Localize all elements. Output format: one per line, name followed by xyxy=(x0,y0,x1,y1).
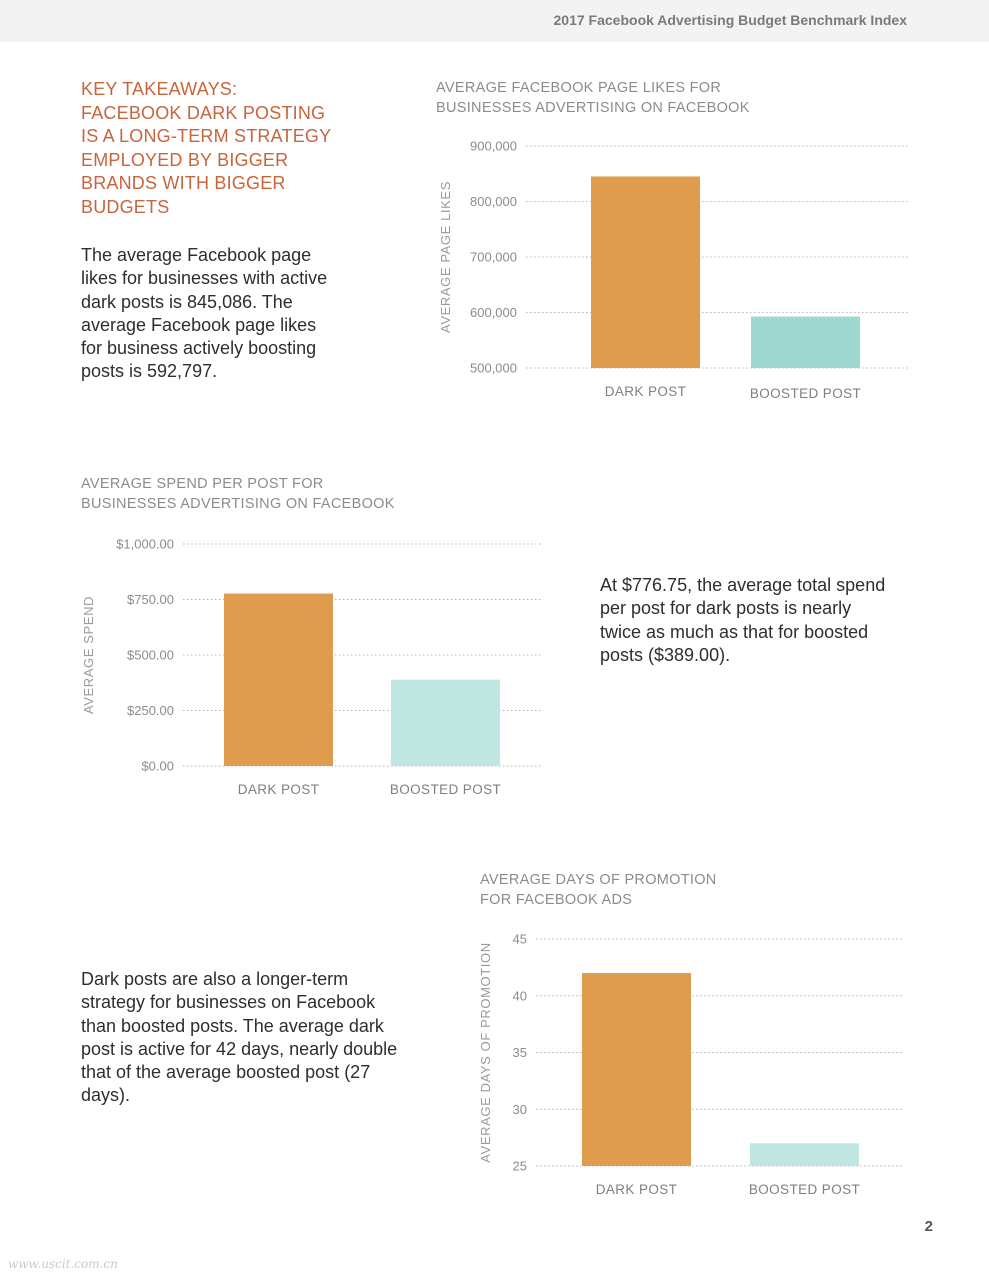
x-category-label: BOOSTED POST xyxy=(390,782,501,797)
y-tick-label: $500.00 xyxy=(127,648,174,663)
y-tick-label: 800,000 xyxy=(470,194,517,209)
y-tick-label: 35 xyxy=(513,1045,527,1060)
chart-title-line: AVERAGE FACEBOOK PAGE LIKES FOR xyxy=(436,80,722,96)
y-tick-label: 500,000 xyxy=(470,361,517,376)
bar-boosted-post xyxy=(750,1143,859,1166)
heading-line: IS A LONG-TERM STRATEGY xyxy=(81,126,332,146)
bar-dark-post xyxy=(224,593,333,766)
spend-chart-svg: $0.00 $250.00 $500.00 $750.00 $1,000.00 DARK … xyxy=(81,537,543,797)
paragraph-line: At $776.75, the average total spend xyxy=(600,575,886,595)
y-axis-title: AVERAGE SPEND xyxy=(81,596,96,714)
y-tick-label: $0.00 xyxy=(141,759,174,774)
y-tick-label: 700,000 xyxy=(470,250,517,265)
y-tick-label: 900,000 xyxy=(470,139,517,154)
paragraph-line: for business actively boosting xyxy=(81,338,317,359)
y-tick-label: 45 xyxy=(513,932,527,947)
days-paragraph: Dark posts are also a longer-term strate… xyxy=(81,968,441,1108)
paragraph-line: twice as much as that for boosted xyxy=(600,621,869,642)
days-chart: 25 30 35 40 45 DARK POST BOOSTED POST AVERAGE D… xyxy=(474,922,914,1212)
y-tick-label: 600,000 xyxy=(470,305,517,320)
page-likes-chart: 500,000 600,000 700,000 800,000 900,000 DARK … xyxy=(430,130,920,410)
key-takeaways-heading: KEY TAKEAWAYS: FACEBOOK DARK POSTING IS … xyxy=(81,78,371,219)
heading-line: BRANDS WITH BIGGER xyxy=(81,173,286,193)
paragraph-line: per post for dark posts is nearly xyxy=(600,598,852,619)
chart-title-line: AVERAGE SPEND PER POST FOR xyxy=(81,476,324,492)
chart-title-page-likes: AVERAGE FACEBOOK PAGE LIKES FOR BUSINESS… xyxy=(436,79,750,118)
spend-paragraph: At $776.75, the average total spend per … xyxy=(600,574,920,667)
chart-title-line: BUSINESSES ADVERTISING ON FACEBOOK xyxy=(436,99,750,116)
bar-dark-post xyxy=(591,176,700,368)
y-tick-label: 30 xyxy=(513,1102,527,1117)
chart-title-line: FOR FACEBOOK ADS xyxy=(480,891,633,908)
paragraph-line: strategy for businesses on Facebook xyxy=(81,992,376,1013)
y-tick-label: $250.00 xyxy=(127,703,174,718)
paragraph-line: that of the average boosted post (27 xyxy=(81,1062,371,1083)
paragraph-line: average Facebook page likes xyxy=(81,314,317,335)
chart-title-days: AVERAGE DAYS OF PROMOTION FOR FACEBOOK A… xyxy=(480,871,717,910)
report-title: 2017 Facebook Advertising Budget Benchma… xyxy=(553,12,907,28)
page-likes-chart-svg: 500,000 600,000 700,000 800,000 900,000 DARK … xyxy=(438,139,910,401)
y-tick-label: $750.00 xyxy=(127,592,174,607)
heading-line: EMPLOYED BY BIGGER xyxy=(81,149,289,170)
y-tick-label: $1,000.00 xyxy=(116,537,174,552)
paragraph-line: post is active for 42 days, nearly doubl… xyxy=(81,1038,398,1059)
paragraph-line: likes for businesses with active xyxy=(81,268,328,289)
paragraph-line: posts is 592,797. xyxy=(81,361,218,382)
x-category-label: BOOSTED POST xyxy=(749,1182,860,1197)
y-axis-title: AVERAGE PAGE LIKES xyxy=(438,181,453,333)
chart-title-line: AVERAGE DAYS OF PROMOTION xyxy=(480,872,717,888)
paragraph-line: The average Facebook page xyxy=(81,245,312,265)
paragraph-line: posts ($389.00). xyxy=(600,644,731,665)
watermark: www.uscit.com.cn xyxy=(8,1257,118,1271)
paragraph-line: Dark posts are also a longer-term xyxy=(81,969,349,989)
y-tick-label: 40 xyxy=(513,988,527,1003)
heading-line: BUDGETS xyxy=(81,196,170,217)
x-category-label: DARK POST xyxy=(596,1182,678,1197)
page-header: 2017 Facebook Advertising Budget Benchma… xyxy=(0,0,989,42)
x-category-label: DARK POST xyxy=(605,384,687,399)
bar-dark-post xyxy=(582,973,691,1166)
days-chart-svg: 25 30 35 40 45 DARK POST BOOSTED POST AVERAGE D… xyxy=(478,932,902,1197)
spend-chart: $0.00 $250.00 $500.00 $750.00 $1,000.00 DARK … xyxy=(75,526,555,811)
paragraph-line: than boosted posts. The average dark xyxy=(81,1015,384,1036)
chart-title-spend: AVERAGE SPEND PER POST FOR BUSINESSES AD… xyxy=(81,475,395,514)
bar-boosted-post xyxy=(751,316,860,368)
x-category-label: DARK POST xyxy=(238,782,320,797)
chart-title-line: BUSINESSES ADVERTISING ON FACEBOOK xyxy=(81,495,395,512)
y-axis-title: AVERAGE DAYS OF PROMOTION xyxy=(478,942,493,1162)
heading-line: FACEBOOK DARK POSTING xyxy=(81,102,326,123)
paragraph-line: dark posts is 845,086. The xyxy=(81,291,293,312)
page-likes-paragraph: The average Facebook page likes for busi… xyxy=(81,244,381,384)
page-number: 2 xyxy=(924,1218,933,1235)
x-category-label: BOOSTED POST xyxy=(750,386,861,401)
paragraph-line: days). xyxy=(81,1085,131,1106)
heading-line: KEY TAKEAWAYS: xyxy=(81,79,238,99)
bar-boosted-post xyxy=(391,679,500,766)
y-tick-label: 25 xyxy=(513,1159,527,1174)
